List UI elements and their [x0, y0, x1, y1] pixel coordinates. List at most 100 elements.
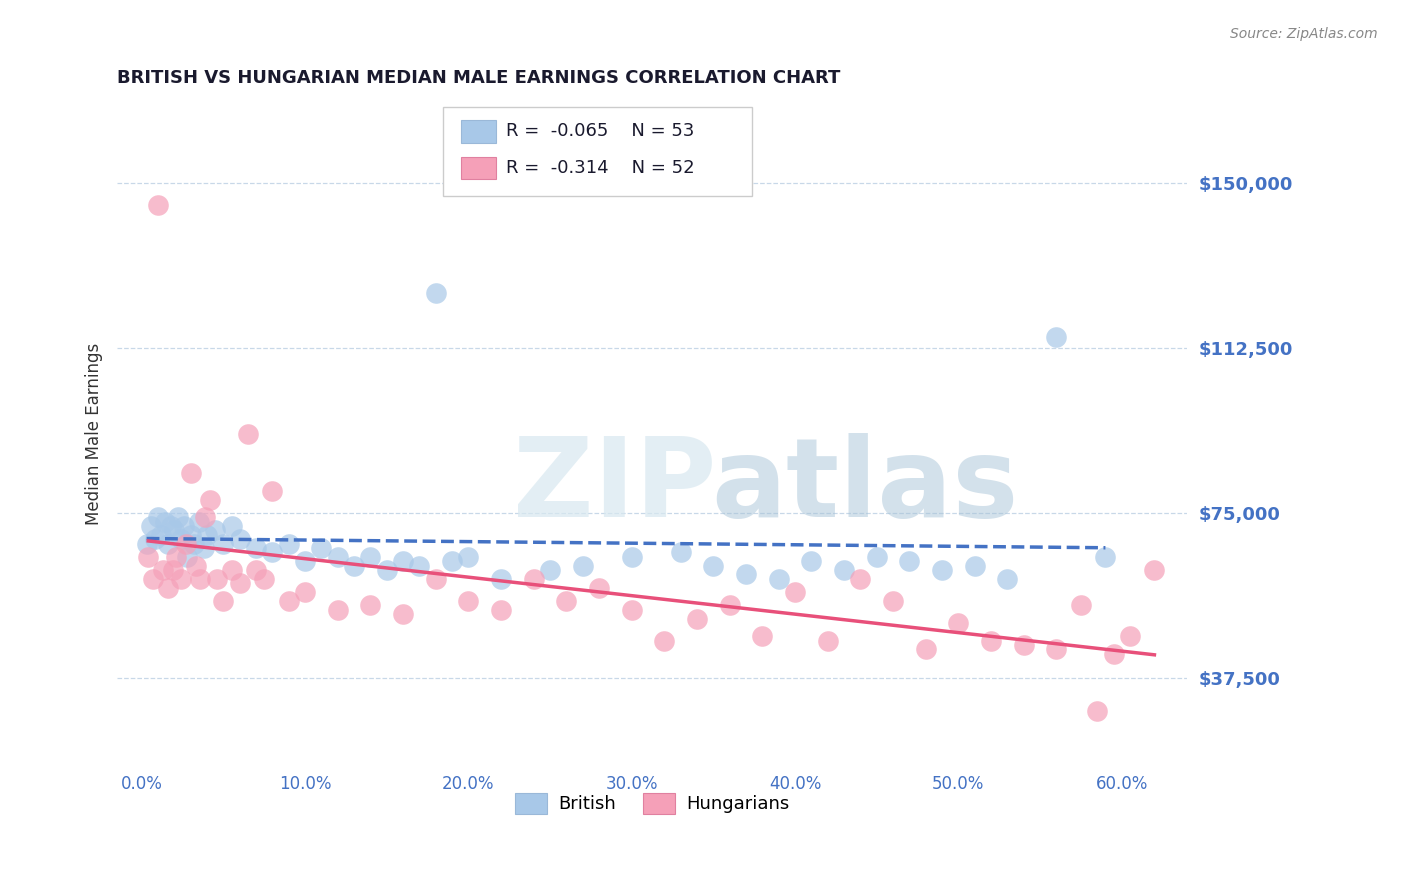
- Point: [457, 594, 479, 608]
- Point: [392, 607, 415, 621]
- Y-axis label: Median Male Earnings: Median Male Earnings: [86, 343, 103, 524]
- Point: [150, 528, 173, 542]
- Point: [1045, 329, 1067, 343]
- Point: [735, 567, 758, 582]
- Legend: British, Hungarians: British, Hungarians: [508, 786, 797, 821]
- Point: [980, 633, 1002, 648]
- Point: [702, 558, 724, 573]
- Point: [963, 558, 986, 573]
- Point: [245, 541, 267, 555]
- Point: [136, 549, 159, 564]
- Point: [160, 519, 183, 533]
- Point: [620, 603, 643, 617]
- Point: [205, 572, 228, 586]
- Point: [166, 510, 188, 524]
- Point: [489, 603, 512, 617]
- Point: [187, 515, 209, 529]
- Point: [817, 633, 839, 648]
- Point: [184, 558, 207, 573]
- Point: [228, 576, 250, 591]
- Point: [669, 545, 692, 559]
- Point: [200, 492, 222, 507]
- Point: [152, 563, 174, 577]
- Point: [174, 536, 197, 550]
- Point: [620, 549, 643, 564]
- Point: [751, 629, 773, 643]
- Point: [1119, 629, 1142, 643]
- Point: [142, 572, 165, 586]
- Point: [153, 515, 176, 529]
- Point: [294, 554, 316, 568]
- Point: [190, 572, 212, 586]
- Text: R =  -0.065    N = 53: R = -0.065 N = 53: [506, 122, 695, 140]
- Point: [165, 549, 187, 564]
- Point: [489, 572, 512, 586]
- Point: [359, 549, 381, 564]
- Point: [156, 581, 179, 595]
- Point: [180, 528, 202, 542]
- Point: [997, 572, 1019, 586]
- Point: [212, 536, 235, 550]
- Point: [180, 467, 202, 481]
- Text: atlas: atlas: [711, 433, 1018, 540]
- Point: [141, 519, 163, 533]
- Point: [228, 533, 250, 547]
- Point: [1070, 599, 1092, 613]
- Text: BRITISH VS HUNGARIAN MEDIAN MALE EARNINGS CORRELATION CHART: BRITISH VS HUNGARIAN MEDIAN MALE EARNING…: [117, 69, 841, 87]
- Point: [555, 594, 578, 608]
- Point: [176, 549, 198, 564]
- Point: [408, 558, 430, 573]
- Point: [849, 572, 872, 586]
- Point: [204, 524, 226, 538]
- Point: [359, 599, 381, 613]
- Point: [193, 541, 215, 555]
- Point: [457, 549, 479, 564]
- Point: [262, 483, 284, 498]
- Point: [783, 585, 806, 599]
- Point: [245, 563, 267, 577]
- Point: [898, 554, 921, 568]
- Point: [212, 594, 235, 608]
- Point: [718, 599, 741, 613]
- Point: [686, 611, 709, 625]
- Point: [866, 549, 889, 564]
- Point: [163, 524, 186, 538]
- Point: [1094, 549, 1116, 564]
- Point: [162, 563, 184, 577]
- Point: [326, 549, 349, 564]
- Point: [277, 536, 299, 550]
- Point: [156, 536, 179, 550]
- Point: [588, 581, 610, 595]
- Point: [170, 572, 193, 586]
- Point: [375, 563, 398, 577]
- Point: [914, 642, 936, 657]
- Point: [1012, 638, 1035, 652]
- Point: [170, 533, 193, 547]
- Point: [538, 563, 561, 577]
- Point: [1045, 642, 1067, 657]
- Point: [277, 594, 299, 608]
- Point: [425, 285, 447, 300]
- Point: [236, 426, 259, 441]
- Point: [1143, 563, 1166, 577]
- Point: [326, 603, 349, 617]
- Point: [173, 519, 195, 533]
- Point: [195, 528, 218, 542]
- Point: [194, 510, 217, 524]
- Point: [183, 536, 205, 550]
- Point: [392, 554, 415, 568]
- Point: [1102, 647, 1125, 661]
- Text: ZIP: ZIP: [513, 433, 717, 540]
- Point: [262, 545, 284, 559]
- Point: [221, 519, 243, 533]
- Point: [343, 558, 366, 573]
- Point: [425, 572, 447, 586]
- Text: Source: ZipAtlas.com: Source: ZipAtlas.com: [1230, 27, 1378, 41]
- Point: [948, 615, 970, 630]
- Point: [146, 510, 169, 524]
- Point: [768, 572, 790, 586]
- Point: [143, 533, 166, 547]
- Point: [800, 554, 823, 568]
- Point: [253, 572, 276, 586]
- Point: [832, 563, 855, 577]
